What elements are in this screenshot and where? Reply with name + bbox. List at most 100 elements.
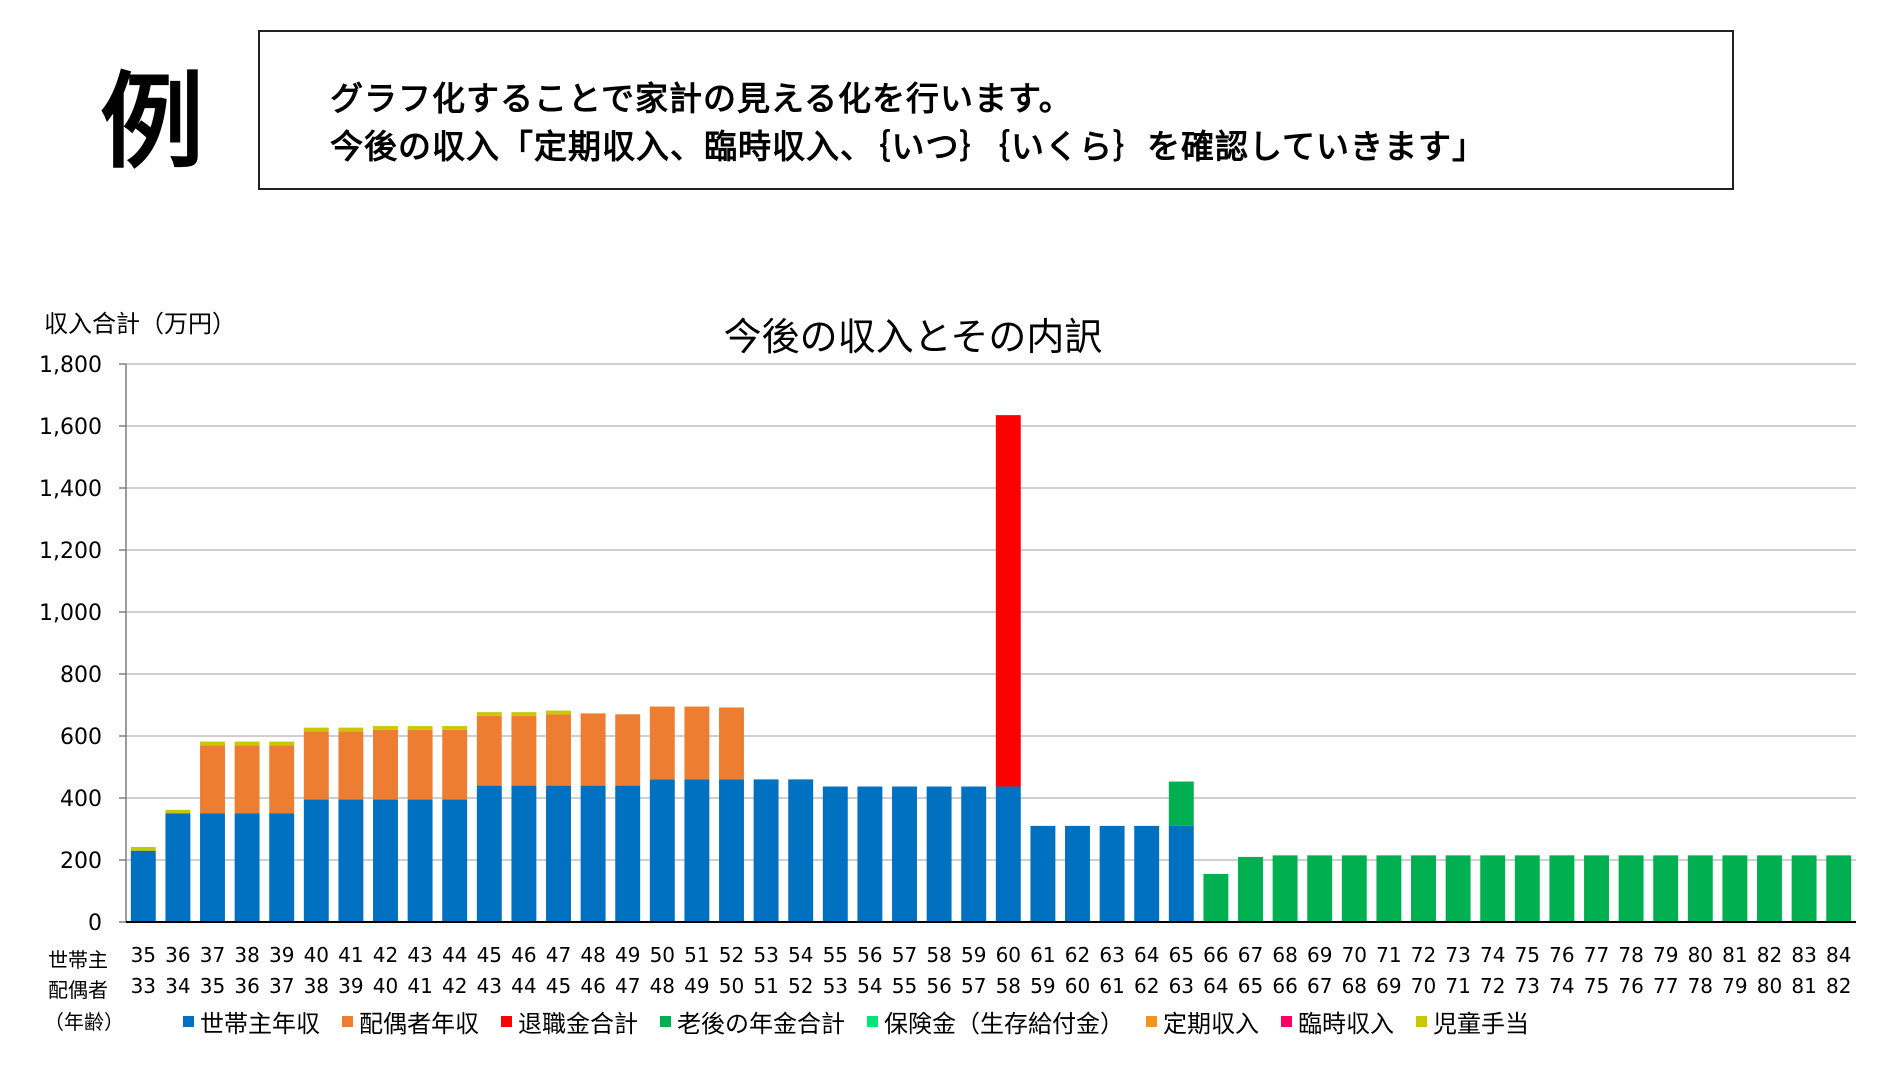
x-tick-label-spouse-age: 78 <box>1688 974 1713 998</box>
x-tick-label-spouse-age: 70 <box>1411 974 1436 998</box>
bar-segment <box>1065 825 1090 922</box>
x-tick-label-spouse-age: 33 <box>131 974 156 998</box>
bar-segment <box>822 786 848 922</box>
x-tick-label-head-age: 55 <box>823 943 848 967</box>
x-tick-label-spouse-age: 66 <box>1272 974 1297 998</box>
bar-segment <box>476 715 502 786</box>
bar-segment <box>407 799 433 922</box>
legend-label: 児童手当 <box>1433 1009 1529 1038</box>
bar-segment <box>1030 825 1056 922</box>
x-tick-label-spouse-age: 45 <box>546 974 571 998</box>
x-tick-label-head-age: 73 <box>1445 943 1470 967</box>
x-tick-label-head-age: 71 <box>1376 943 1401 967</box>
x-tick-label-head-age: 76 <box>1549 943 1574 967</box>
x-tick-label-spouse-age: 65 <box>1238 974 1263 998</box>
bar-segment <box>995 786 1021 922</box>
age-row-label: （年齢） <box>44 1010 124 1034</box>
bar-segment <box>303 799 329 922</box>
legend-item: 退職金合計 <box>501 1004 638 1039</box>
spouse-age-row-label: 配偶者 <box>48 978 108 1002</box>
y-tick-label: 1,200 <box>39 539 102 564</box>
bar-segment <box>684 779 710 922</box>
bar-segment <box>1826 855 1852 922</box>
x-tick-label-head-age: 44 <box>442 943 467 967</box>
x-tick-label-head-age: 81 <box>1722 943 1747 967</box>
legend-swatch <box>1146 1015 1157 1027</box>
y-tick-label: 1,600 <box>39 415 102 440</box>
intro-line-2: 今後の収入「定期収入、臨時収入、｛いつ｝｛いくら｝を確認していきます」 <box>330 127 1487 166</box>
x-tick-label-head-age: 67 <box>1238 943 1263 967</box>
example-label: 例 <box>100 61 205 183</box>
x-tick-label-head-age: 69 <box>1307 943 1332 967</box>
x-tick-label-head-age: 36 <box>165 943 190 967</box>
bar-segment <box>234 813 260 922</box>
legend-item: 老後の年金合計 <box>660 1004 845 1039</box>
bar-segment <box>1722 855 1748 922</box>
x-tick-label-head-age: 65 <box>1169 943 1194 967</box>
bar-segment <box>130 850 156 922</box>
bar-segment <box>1272 855 1298 922</box>
x-tick-label-spouse-age: 49 <box>684 974 709 998</box>
bar-segment <box>580 713 606 786</box>
x-tick-label-head-age: 54 <box>788 943 813 967</box>
bar-segment <box>546 710 571 715</box>
x-tick-label-head-age: 49 <box>615 943 640 967</box>
x-tick-label-head-age: 60 <box>996 943 1021 967</box>
bar-segment <box>1376 855 1402 922</box>
x-tick-label-spouse-age: 36 <box>234 974 259 998</box>
x-tick-label-head-age: 46 <box>511 943 536 967</box>
bar-segment <box>269 745 295 814</box>
x-tick-label-head-age: 77 <box>1584 943 1609 967</box>
x-tick-label-spouse-age: 73 <box>1515 974 1540 998</box>
x-tick-label-head-age: 45 <box>477 943 502 967</box>
y-tick-label: 400 <box>60 787 102 812</box>
bar-segment <box>1168 781 1194 826</box>
bar-segment <box>546 785 571 922</box>
bar-segment <box>719 779 744 922</box>
legend-item: 定期収入 <box>1146 1004 1259 1039</box>
bar-segment <box>649 706 675 780</box>
x-tick-label-head-age: 72 <box>1411 943 1436 967</box>
bar-segment <box>442 726 468 730</box>
legend-item: 配偶者年収 <box>342 1004 479 1039</box>
bar-segment <box>373 799 398 922</box>
x-tick-label-spouse-age: 37 <box>269 974 294 998</box>
x-tick-label-spouse-age: 47 <box>615 974 640 998</box>
x-tick-label-head-age: 64 <box>1134 943 1159 967</box>
legend-label: 退職金合計 <box>518 1009 638 1038</box>
bar-segment <box>719 707 744 780</box>
x-tick-label-spouse-age: 40 <box>373 974 398 998</box>
x-tick-label-head-age: 74 <box>1480 943 1505 967</box>
bar-segment <box>1238 856 1263 922</box>
legend-item: 世帯主年収 <box>183 1004 320 1039</box>
x-tick-label-spouse-age: 74 <box>1549 974 1574 998</box>
bar-segment <box>857 786 883 922</box>
x-tick-label-head-age: 38 <box>234 943 259 967</box>
head-age-row-label: 世帯主 <box>48 948 108 972</box>
bar-segment <box>1168 825 1194 922</box>
bar-segment <box>615 785 641 922</box>
bar-segment <box>303 727 329 732</box>
x-tick-label-head-age: 70 <box>1342 943 1367 967</box>
x-tick-label-head-age: 58 <box>926 943 951 967</box>
x-tick-label-head-age: 83 <box>1791 943 1816 967</box>
bar-segment <box>200 741 225 746</box>
bar-segment <box>546 714 571 786</box>
bar-segment <box>1584 855 1609 922</box>
bar-segment <box>234 741 260 746</box>
x-tick-label-spouse-age: 41 <box>407 974 432 998</box>
legend-item: 児童手当 <box>1416 1004 1529 1039</box>
bar-segment <box>269 741 295 746</box>
x-tick-label-head-age: 68 <box>1272 943 1297 967</box>
x-tick-label-spouse-age: 38 <box>304 974 329 998</box>
bar-segment <box>615 714 641 786</box>
bar-segment <box>649 779 675 922</box>
bar-segment <box>1757 855 1782 922</box>
bar-segment <box>442 729 468 800</box>
x-tick-label-head-age: 40 <box>304 943 329 967</box>
bar-segment <box>269 813 295 922</box>
y-tick-label: 800 <box>60 663 102 688</box>
intro-box: グラフ化することで家計の見える化を行います。 今後の収入「定期収入、臨時収入、｛… <box>258 30 1734 190</box>
bar-segment <box>234 745 260 814</box>
ticks-layer: 0 200 400 600 800 1,000 1,200 1,400 1,600 1,800 35… <box>39 353 1851 998</box>
